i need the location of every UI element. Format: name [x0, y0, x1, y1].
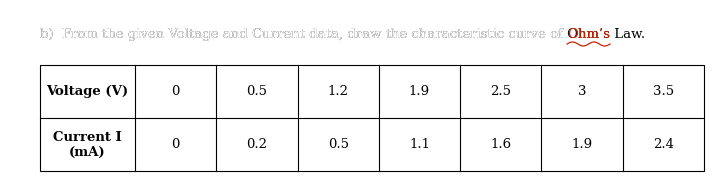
Text: (mA): (mA) [69, 146, 106, 159]
Text: 0.5: 0.5 [328, 138, 349, 151]
Text: 0: 0 [171, 85, 180, 98]
Text: 1.1: 1.1 [409, 138, 430, 151]
Text: 1.9: 1.9 [572, 138, 592, 151]
Text: b)  From the given Voltage and Current data, draw the characteristic curve of Oh: b) From the given Voltage and Current da… [40, 28, 645, 41]
Text: Voltage (V): Voltage (V) [47, 85, 129, 98]
Text: 0.2: 0.2 [247, 138, 267, 151]
Text: 2.4: 2.4 [653, 138, 674, 151]
Text: 0.5: 0.5 [247, 85, 267, 98]
Text: 3: 3 [578, 85, 586, 98]
Text: 1.9: 1.9 [409, 85, 430, 98]
Text: Current I: Current I [53, 131, 122, 144]
Text: 2.5: 2.5 [490, 85, 511, 98]
Text: 0: 0 [171, 138, 180, 151]
Text: 1.6: 1.6 [490, 138, 511, 151]
Text: 3.5: 3.5 [653, 85, 674, 98]
Text: Ohm’s: Ohm’s [567, 28, 610, 41]
Text: b)  From the given Voltage and Current data, draw the characteristic curve of: b) From the given Voltage and Current da… [40, 28, 567, 41]
Text: 1.2: 1.2 [328, 85, 349, 98]
Bar [40, 65, 704, 171]
